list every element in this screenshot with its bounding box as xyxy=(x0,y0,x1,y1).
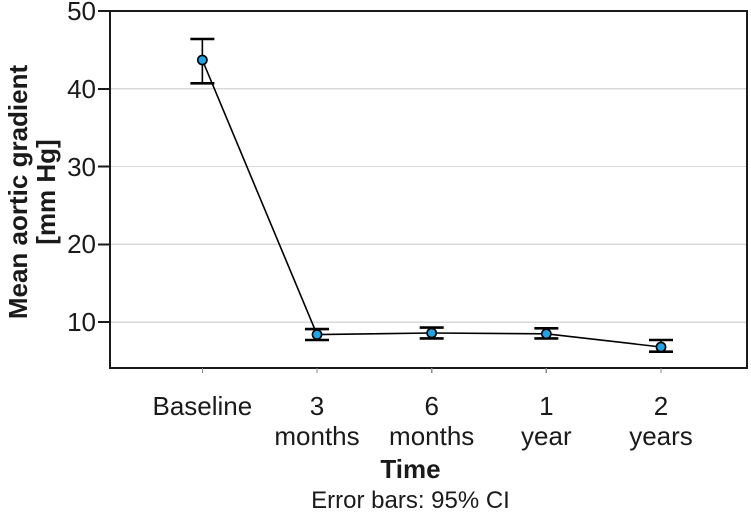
error-bars-caption: Error bars: 95% CI xyxy=(311,487,510,514)
data-point-marker xyxy=(540,328,552,340)
y-tick-label: 20 xyxy=(67,229,96,260)
y-tick-label: 40 xyxy=(67,73,96,104)
x-category-label: Baseline xyxy=(152,391,253,421)
x-category-label: 6 months xyxy=(389,391,475,451)
x-axis-title: Time xyxy=(380,454,441,484)
data-point-marker xyxy=(311,329,323,340)
x-category-label: 3 months xyxy=(274,391,360,451)
y-axis-title-line1: Mean aortic gradient xyxy=(3,64,33,320)
data-point-marker xyxy=(655,341,667,353)
x-category-label: 1 year xyxy=(521,391,572,451)
y-tick-label: 30 xyxy=(67,151,96,182)
plot-frame xyxy=(109,10,748,369)
y-tick-label: 50 xyxy=(67,0,96,26)
data-point-marker xyxy=(426,327,438,339)
data-point-marker xyxy=(196,54,208,66)
x-category-label: 2 years xyxy=(629,391,693,451)
y-tick-label: 10 xyxy=(67,307,96,338)
series-line xyxy=(201,59,662,348)
